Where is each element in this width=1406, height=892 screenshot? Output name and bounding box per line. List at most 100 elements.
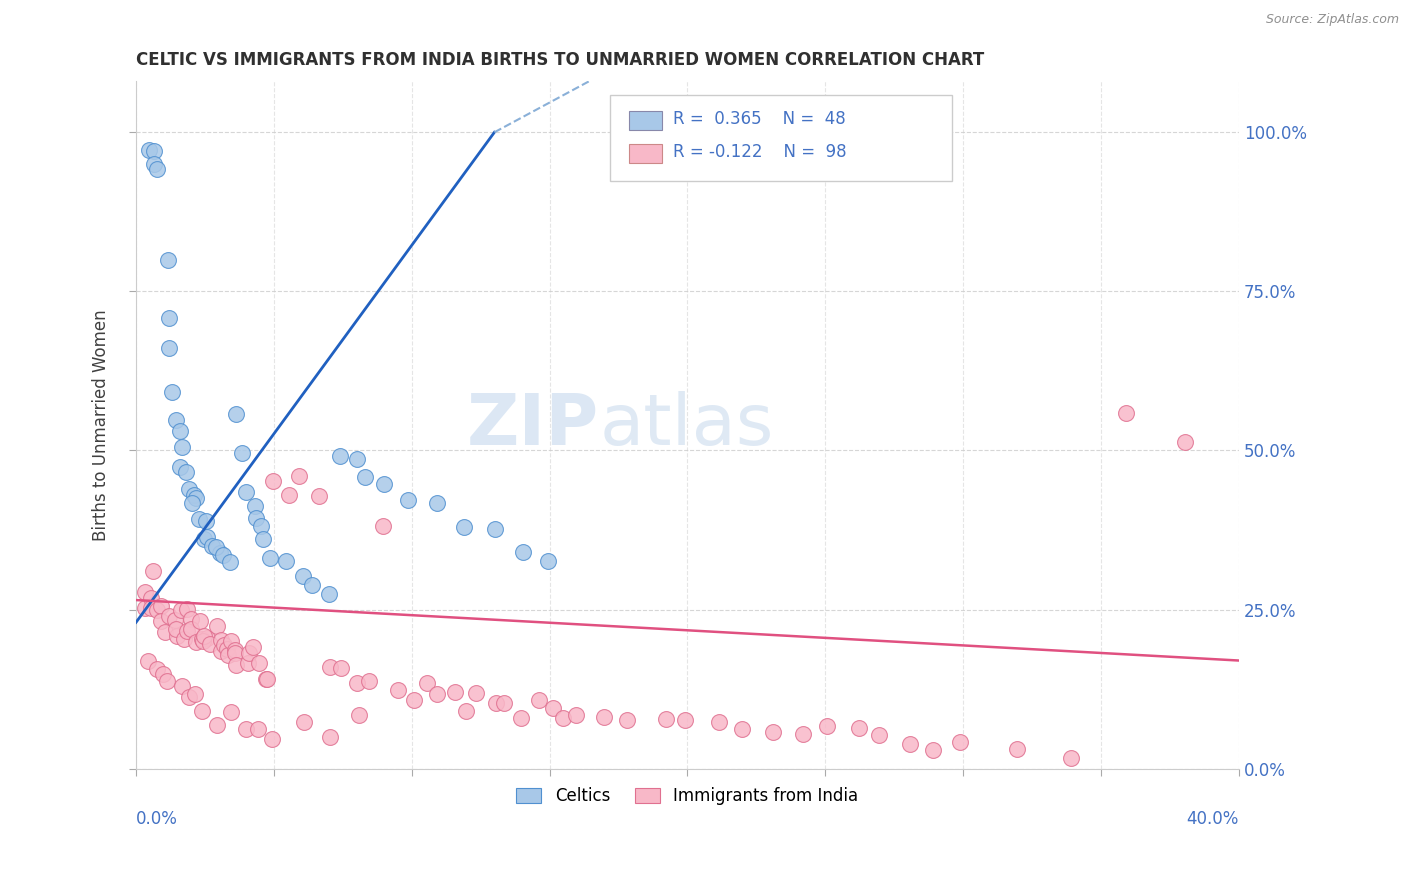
Point [209,632,232,647]
Point [173,632,195,646]
Point [541,701,564,715]
Point [193,532,215,546]
Point [142,564,165,578]
Point [537,554,560,568]
Point [195,530,218,544]
Point [225,407,247,421]
Point [172,679,194,693]
Point [162,384,184,399]
Point [136,655,159,669]
Point [347,707,370,722]
Point [152,666,174,681]
Point [301,578,323,592]
Point [156,252,179,267]
Point [484,522,506,536]
Point [165,623,187,637]
Point [593,710,616,724]
Point [194,514,217,528]
Point [396,493,419,508]
Point [231,446,253,460]
Point [209,644,232,658]
Point [170,603,193,617]
Point [172,440,194,454]
Point [1060,750,1083,764]
Text: R =  0.365    N =  48: R = 0.365 N = 48 [673,110,846,128]
Point [319,730,342,744]
Point [153,624,176,639]
Point [217,648,239,662]
Point [146,162,169,177]
Point [274,554,297,568]
Point [177,482,200,496]
Point [247,657,270,671]
Point [243,499,266,513]
Point [673,714,696,728]
Point [217,642,239,657]
Point [444,684,467,698]
Text: atlas: atlas [599,391,773,459]
Point [205,619,228,633]
Point [236,656,259,670]
Point [184,635,207,649]
Text: Source: ZipAtlas.com: Source: ZipAtlas.com [1265,13,1399,27]
Point [250,518,273,533]
Point [242,640,264,654]
Point [731,722,754,736]
Legend: Celtics, Immigrants from India: Celtics, Immigrants from India [509,780,865,812]
Point [187,512,209,526]
Point [527,693,550,707]
Point [318,587,340,601]
Point [142,144,165,158]
Point [191,704,214,718]
Point [200,539,222,553]
Point [762,725,785,739]
Point [288,468,311,483]
Point [256,672,278,686]
Point [176,624,198,639]
Text: ZIP: ZIP [467,391,599,459]
Point [484,696,506,710]
Point [262,474,284,488]
Point [224,642,246,657]
Point [134,585,156,599]
Point [510,711,533,725]
Point [235,722,257,736]
Point [205,717,228,731]
Y-axis label: Births to Unmarried Women: Births to Unmarried Women [93,310,110,541]
Point [949,735,972,749]
Point [221,705,243,719]
Point [195,632,218,646]
Text: 0.0%: 0.0% [136,810,179,828]
Point [176,601,198,615]
Point [212,638,235,652]
Point [157,341,180,355]
Point [359,673,381,688]
Point [138,143,160,157]
Point [177,690,200,704]
Point [922,743,945,757]
Point [454,704,477,718]
Point [565,708,588,723]
Point [184,491,207,505]
Text: CELTIC VS IMMIGRANTS FROM INDIA BIRTHS TO UNMARRIED WOMEN CORRELATION CHART: CELTIC VS IMMIGRANTS FROM INDIA BIRTHS T… [136,51,984,69]
Point [346,676,368,690]
Point [139,601,162,615]
Point [1005,742,1028,756]
Point [319,660,342,674]
Point [330,661,353,675]
Point [174,465,197,479]
Text: 40.0%: 40.0% [1187,810,1239,828]
Point [166,629,188,643]
Point [224,646,246,660]
Point [163,613,186,627]
Point [387,683,409,698]
Point [898,737,921,751]
Point [191,634,214,648]
Point [707,715,730,730]
FancyBboxPatch shape [628,111,662,130]
Point [654,712,676,726]
Point [198,637,221,651]
Point [219,555,242,569]
Point [141,591,163,605]
Point [492,696,515,710]
